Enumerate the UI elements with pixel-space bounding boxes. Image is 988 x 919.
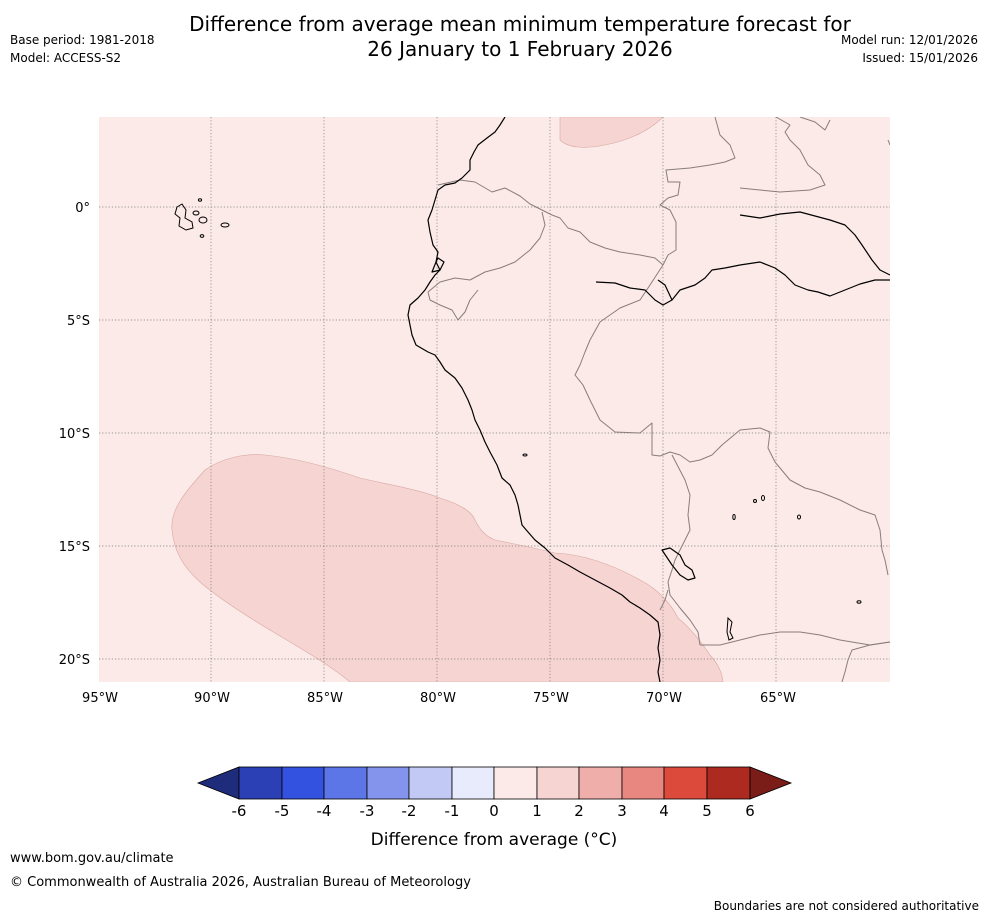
colorbar-legend: -6 -5 -4 -3 -2 -1 0 1 2 3 4 5 6 Differen… xyxy=(196,766,793,850)
map-panel: 0° 5°S 10°S 15°S 20°S 95°W 90°W 85°W 80°… xyxy=(59,117,890,706)
issued-date: Issued: 15/01/2026 xyxy=(862,51,978,65)
meta-right: Model run: 12/01/2026 Issued: 15/01/2026 xyxy=(841,31,978,67)
anomaly-region-southwest xyxy=(171,454,724,682)
legend-ticks: -6 -5 -4 -3 -2 -1 0 1 2 3 4 5 6 xyxy=(232,802,755,820)
galapagos-san-cristobal xyxy=(220,222,230,228)
lat-label: 10°S xyxy=(59,427,90,442)
legend-tick: 2 xyxy=(574,802,584,820)
map-clip-group xyxy=(99,117,890,682)
lat-label: 20°S xyxy=(59,653,90,668)
lat-labels: 0° 5°S 10°S 15°S 20°S xyxy=(59,201,90,668)
border-paraguay xyxy=(841,641,890,682)
legend-swatch xyxy=(493,766,538,800)
border-bolivia-brazil xyxy=(711,427,889,576)
lake-three xyxy=(732,514,736,520)
lon-label: 85°W xyxy=(307,691,343,706)
legend-swatch xyxy=(408,766,453,800)
border-ecuador-peru-south xyxy=(427,289,479,321)
lake-one xyxy=(761,495,765,501)
islands xyxy=(174,198,862,641)
lon-label: 95°W xyxy=(82,691,118,706)
lon-label: 75°W xyxy=(533,691,569,706)
legend-swatch xyxy=(451,766,495,800)
lake-titicaca xyxy=(661,547,696,581)
anomaly-region-north xyxy=(559,117,664,148)
coastline-gulf-guayaquil xyxy=(431,257,445,273)
legend-tick: -5 xyxy=(275,802,290,820)
river-amazon-north xyxy=(739,211,890,276)
footer-url: www.bom.gov.au/climate xyxy=(10,851,174,866)
river-ucayali xyxy=(657,279,673,301)
legend-tick: -6 xyxy=(232,802,247,820)
coastline xyxy=(407,117,890,682)
border-peru-brazil xyxy=(574,264,713,463)
country-borders xyxy=(427,117,890,682)
border-peru-bolivia xyxy=(667,454,701,646)
legend-tick: 6 xyxy=(745,802,755,820)
legend-swatch xyxy=(663,766,708,800)
coastline-pacific xyxy=(407,117,661,682)
border-colombia-venezuela xyxy=(739,117,826,193)
border-colombia-ecuador xyxy=(437,179,664,266)
lat-label: 0° xyxy=(75,201,90,216)
islet-coast xyxy=(522,453,528,457)
galapagos-pinta xyxy=(197,198,203,202)
title-line-2: 26 January to 1 February 2026 xyxy=(367,37,673,61)
lat-label: 15°S xyxy=(59,540,90,555)
lon-label: 80°W xyxy=(420,691,456,706)
galapagos-santiago xyxy=(192,210,200,216)
legend-tick: -2 xyxy=(402,802,417,820)
title-line-1: Difference from average mean minimum tem… xyxy=(189,12,851,36)
legend-swatch xyxy=(621,766,665,800)
border-brazil-east xyxy=(887,139,890,146)
model-run: Model run: 12/01/2026 xyxy=(840,33,978,47)
border-brazil-colombia xyxy=(659,117,736,266)
legend-label: Difference from average (°C) xyxy=(371,830,618,850)
legend-swatch xyxy=(706,766,751,800)
border-venezuela-north xyxy=(799,117,831,131)
legend-tick: 1 xyxy=(532,802,542,820)
legend-tick: 0 xyxy=(489,802,499,820)
legend-swatch xyxy=(323,766,368,800)
lon-label: 90°W xyxy=(194,691,230,706)
lake-two xyxy=(753,499,757,503)
border-ecuador-peru xyxy=(427,211,546,293)
meta-left: Base period: 1981-2018 Model: ACCESS-S2 xyxy=(10,31,155,67)
lake-five xyxy=(856,600,862,604)
page-title: Difference from average mean minimum tem… xyxy=(0,12,988,62)
lake-poopo xyxy=(726,616,734,641)
base-period: Base period: 1981-2018 xyxy=(10,33,155,47)
legend-arrow-high xyxy=(749,766,793,800)
graticule xyxy=(99,117,890,682)
legend-swatch xyxy=(366,766,410,800)
legend-tick: -1 xyxy=(445,802,460,820)
legend-arrow-low xyxy=(196,766,240,800)
galapagos-floreana xyxy=(199,234,205,238)
galapagos-santa-cruz xyxy=(198,216,208,224)
legend-swatch xyxy=(578,766,623,800)
river-amazon xyxy=(595,261,890,306)
legend-tick: -3 xyxy=(360,802,375,820)
model-name: Model: ACCESS-S2 xyxy=(10,51,122,65)
galapagos-isabela xyxy=(174,203,194,231)
lon-label: 65°W xyxy=(760,691,796,706)
border-chile-bolivia xyxy=(659,589,669,611)
legend-tick: 3 xyxy=(617,802,627,820)
footer-note: Boundaries are not considered authoritat… xyxy=(713,899,979,913)
legend-swatch xyxy=(536,766,580,800)
legend-tick: 4 xyxy=(659,802,669,820)
lat-label: 5°S xyxy=(67,314,90,329)
legend-swatch xyxy=(281,766,325,800)
lon-labels: 95°W 90°W 85°W 80°W 75°W 70°W 65°W xyxy=(82,691,796,706)
legend-tick: 5 xyxy=(702,802,712,820)
lon-label: 70°W xyxy=(646,691,682,706)
lake-four xyxy=(797,514,801,520)
border-bolivia-south xyxy=(700,631,890,646)
footer-copyright: © Commonwealth of Australia 2026, Austra… xyxy=(10,875,471,890)
legend-swatch xyxy=(238,766,283,800)
legend-tick: -4 xyxy=(317,802,332,820)
